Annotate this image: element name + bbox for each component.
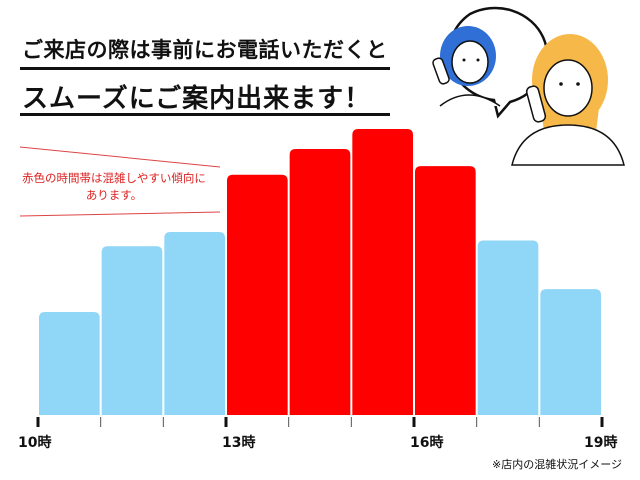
bar-15: [352, 129, 413, 415]
tick-label: 10時: [18, 434, 51, 451]
header-line-2: スムーズにご案内出来ます！: [22, 84, 372, 114]
bar-11: [101, 246, 163, 415]
bar-14: [289, 149, 351, 415]
tick-label: 13時: [222, 434, 255, 451]
bar-13: [227, 174, 288, 415]
bar-18: [540, 289, 601, 415]
woman-face: [451, 40, 489, 84]
footnote: ※店内の混雑状況イメージ: [492, 458, 622, 471]
phone-icon: [525, 85, 547, 123]
note-line-2: あります。: [85, 188, 143, 202]
phone-icon: [432, 57, 450, 85]
bar-17: [477, 240, 539, 415]
bar-12: [164, 231, 225, 415]
note-line-bottom: [19, 211, 221, 217]
tick-label: 16時: [410, 434, 443, 451]
bar-10: [39, 312, 100, 415]
woman-face: [543, 59, 593, 117]
busy-note: 赤色の時間帯は混雑しやすい傾向に あります。: [14, 170, 214, 204]
header-line-1: ご来店の際は事前にお電話いただくと: [22, 38, 388, 62]
note-line-top: [19, 146, 221, 168]
bar-16: [415, 166, 476, 415]
divider: [20, 113, 390, 116]
note-line-1: 赤色の時間帯は混雑しやすい傾向に: [22, 171, 206, 185]
divider: [20, 67, 390, 70]
phone-call-illustration: [432, 6, 625, 166]
tick-label: 19時: [584, 434, 617, 451]
